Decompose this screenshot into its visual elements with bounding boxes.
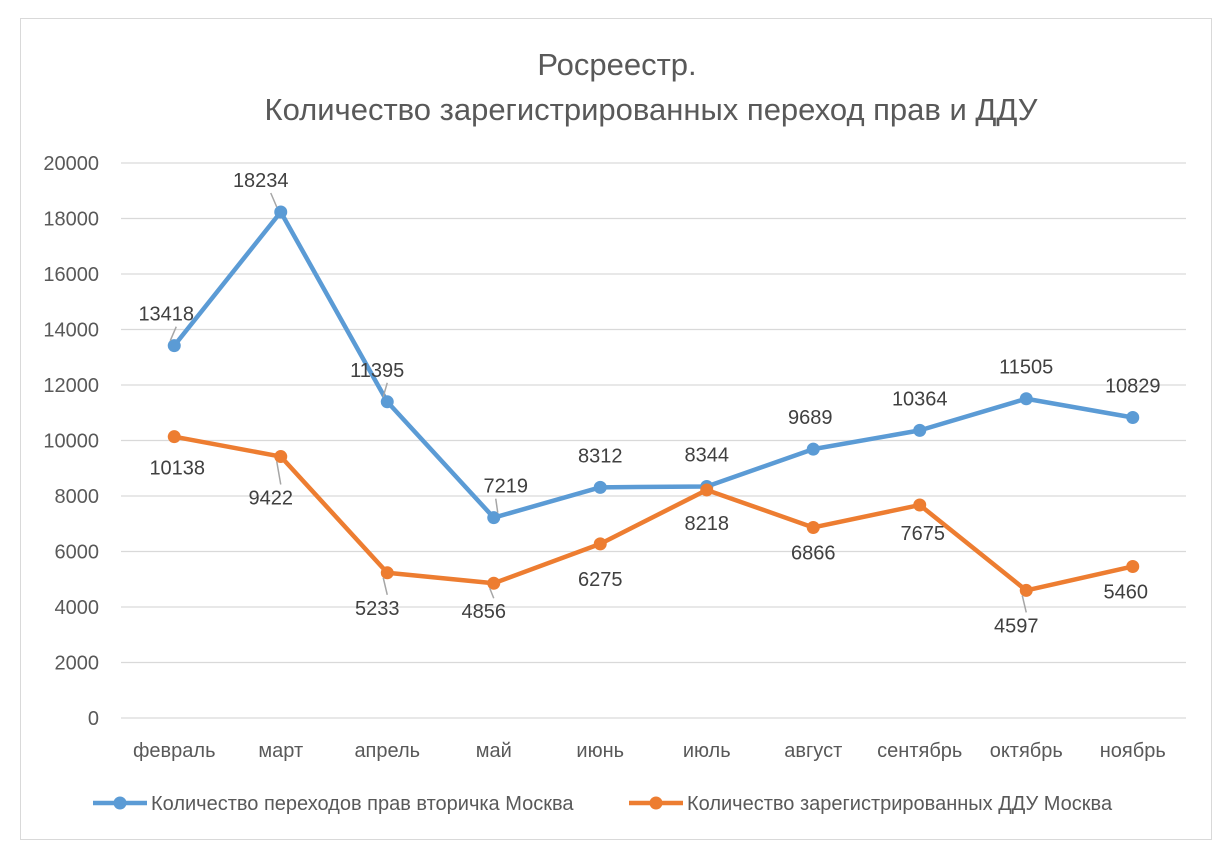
data-label: 5460 xyxy=(1104,581,1149,603)
x-tick-label: апрель xyxy=(354,740,420,762)
data-label: 7219 xyxy=(484,476,529,498)
data-label: 9422 xyxy=(249,488,294,510)
y-tick-label: 18000 xyxy=(43,209,99,231)
legend-marker xyxy=(113,796,127,810)
data-point xyxy=(167,339,181,353)
data-label: 10829 xyxy=(1105,375,1161,397)
data-label: 10364 xyxy=(892,388,948,410)
data-label: 18234 xyxy=(233,170,289,192)
data-point xyxy=(1019,392,1033,406)
x-tick-label: май xyxy=(476,740,512,762)
data-point xyxy=(487,576,501,590)
leader-line xyxy=(495,498,499,513)
chart-title: Росреестр. Количество зарегистрированных… xyxy=(265,47,1038,127)
data-label: 13418 xyxy=(138,304,194,326)
y-tick-label: 10000 xyxy=(43,431,99,453)
data-point xyxy=(274,205,288,219)
leader-line xyxy=(382,382,388,397)
x-tick-label: август xyxy=(784,740,842,762)
data-label: 6275 xyxy=(578,569,623,591)
series xyxy=(167,205,1140,597)
y-tick-label: 12000 xyxy=(43,375,99,397)
data-label: 7675 xyxy=(901,523,946,545)
data-label: 8344 xyxy=(685,444,730,466)
data-point xyxy=(274,450,288,464)
x-tick-label: июль xyxy=(683,740,731,762)
legend-label: Количество переходов прав вторичка Москв… xyxy=(151,793,574,815)
data-point xyxy=(913,423,927,437)
chart-title-line-2: Количество зарегистрированных переход пр… xyxy=(265,92,1038,127)
data-point xyxy=(167,430,181,444)
data-point xyxy=(806,520,820,534)
legend-label: Количество зарегистрированных ДДУ Москва xyxy=(687,793,1113,815)
data-label: 10138 xyxy=(149,458,205,480)
leader-line xyxy=(169,326,177,341)
data-label: 9689 xyxy=(788,407,833,429)
data-label: 4856 xyxy=(462,601,507,623)
y-axis: 0 2000 4000 6000 8000 10000 12000 14000 16000 180… xyxy=(43,153,99,730)
y-tick-label: 0 xyxy=(88,708,99,730)
line-chart: Росреестр. Количество зарегистрированных… xyxy=(43,47,1186,815)
data-point xyxy=(593,480,607,494)
data-point xyxy=(1019,583,1033,597)
data-label: 11395 xyxy=(350,360,404,382)
data-point xyxy=(806,442,820,456)
y-tick-label: 16000 xyxy=(43,264,99,286)
gridlines xyxy=(121,162,1186,719)
leader-line xyxy=(276,461,282,485)
data-point xyxy=(700,483,714,497)
series-line xyxy=(172,209,1135,520)
data-label: 11505 xyxy=(999,357,1053,379)
legend-marker xyxy=(649,796,663,810)
data-point xyxy=(593,537,607,551)
data-label: 8218 xyxy=(685,513,730,535)
data-label: 8312 xyxy=(578,445,623,467)
y-tick-label: 6000 xyxy=(55,542,100,564)
y-tick-label: 8000 xyxy=(55,486,100,508)
data-labels: 13418 18234 11395 7219 8312 8344 9689 10364 1150… xyxy=(138,170,1160,637)
chart-title-line-1: Росреестр. xyxy=(537,47,696,82)
leader-line xyxy=(489,587,495,599)
data-label: 5233 xyxy=(355,598,400,620)
series-line xyxy=(172,434,1135,593)
x-tick-label: июнь xyxy=(576,740,624,762)
data-point xyxy=(380,566,394,580)
data-label: 4597 xyxy=(994,615,1039,637)
y-tick-label: 2000 xyxy=(55,653,100,675)
data-point xyxy=(487,511,501,525)
x-tick-label: октябрь xyxy=(990,740,1063,762)
data-point xyxy=(1126,410,1140,424)
y-tick-label: 20000 xyxy=(43,153,99,175)
y-tick-label: 4000 xyxy=(55,597,100,619)
x-tick-label: сентябрь xyxy=(877,740,962,762)
x-axis: февраль март апрель май июнь июль август сентяб… xyxy=(133,740,1166,762)
x-tick-label: февраль xyxy=(133,740,216,762)
legend: Количество переходов прав вторичка Москв… xyxy=(93,793,1113,815)
data-point xyxy=(1126,559,1140,573)
data-point xyxy=(913,498,927,512)
data-label: 6866 xyxy=(791,542,836,564)
leader-line xyxy=(382,577,388,595)
x-tick-label: март xyxy=(258,740,303,762)
leader-line xyxy=(1021,595,1027,613)
x-tick-label: ноябрь xyxy=(1100,740,1166,762)
leader-line xyxy=(270,192,278,208)
chart-frame: Росреестр. Количество зарегистрированных… xyxy=(20,18,1212,840)
data-point xyxy=(380,395,394,409)
y-tick-label: 14000 xyxy=(43,320,99,342)
